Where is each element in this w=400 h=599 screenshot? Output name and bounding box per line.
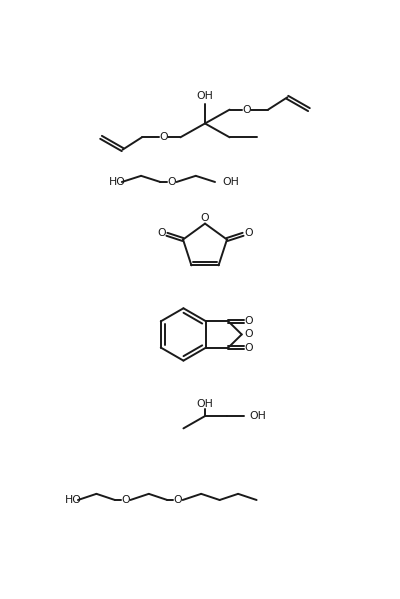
Text: O: O bbox=[201, 213, 209, 223]
Text: HO: HO bbox=[65, 495, 82, 505]
Text: O: O bbox=[174, 495, 182, 505]
Text: O: O bbox=[158, 228, 166, 238]
Text: OH: OH bbox=[196, 91, 214, 101]
Text: OH: OH bbox=[223, 177, 240, 187]
Text: O: O bbox=[159, 132, 168, 143]
Text: HO: HO bbox=[109, 177, 126, 187]
Text: OH: OH bbox=[250, 411, 266, 421]
Text: O: O bbox=[245, 316, 254, 326]
Text: O: O bbox=[168, 177, 176, 187]
Text: O: O bbox=[244, 329, 253, 340]
Text: O: O bbox=[121, 495, 130, 505]
Text: O: O bbox=[245, 343, 254, 353]
Text: O: O bbox=[242, 105, 251, 114]
Text: OH: OH bbox=[196, 399, 214, 409]
Text: O: O bbox=[244, 228, 252, 238]
